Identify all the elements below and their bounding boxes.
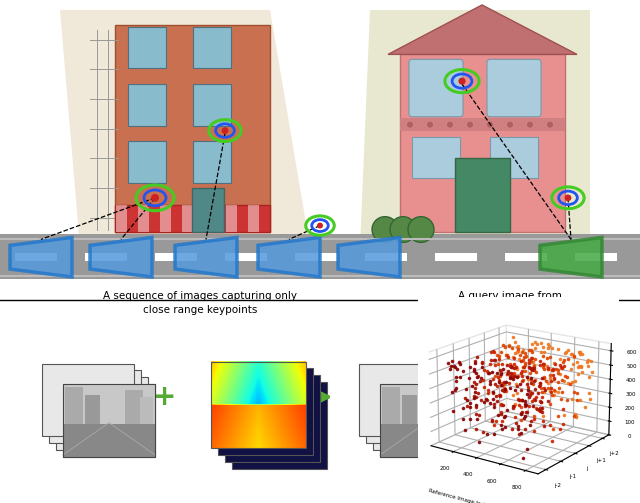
FancyBboxPatch shape bbox=[232, 382, 326, 469]
FancyBboxPatch shape bbox=[575, 253, 617, 261]
FancyBboxPatch shape bbox=[490, 136, 538, 178]
Circle shape bbox=[458, 77, 466, 85]
FancyBboxPatch shape bbox=[295, 253, 337, 261]
FancyBboxPatch shape bbox=[373, 377, 465, 450]
Polygon shape bbox=[138, 205, 149, 232]
Polygon shape bbox=[182, 205, 193, 232]
FancyBboxPatch shape bbox=[457, 397, 470, 424]
Circle shape bbox=[317, 223, 323, 228]
FancyBboxPatch shape bbox=[63, 424, 155, 457]
Polygon shape bbox=[360, 10, 590, 247]
Polygon shape bbox=[540, 237, 602, 277]
FancyBboxPatch shape bbox=[505, 253, 547, 261]
Polygon shape bbox=[90, 237, 152, 277]
Circle shape bbox=[407, 122, 413, 128]
Polygon shape bbox=[258, 237, 320, 277]
FancyBboxPatch shape bbox=[115, 25, 270, 232]
FancyBboxPatch shape bbox=[85, 253, 127, 261]
FancyBboxPatch shape bbox=[192, 188, 224, 232]
Text: A query image from
opposing viewpoint: A query image from opposing viewpoint bbox=[458, 291, 562, 315]
FancyBboxPatch shape bbox=[380, 424, 472, 457]
Circle shape bbox=[408, 217, 434, 242]
FancyBboxPatch shape bbox=[193, 84, 231, 126]
FancyBboxPatch shape bbox=[193, 27, 231, 68]
FancyBboxPatch shape bbox=[380, 384, 472, 457]
FancyBboxPatch shape bbox=[382, 387, 400, 424]
FancyBboxPatch shape bbox=[155, 253, 197, 261]
FancyBboxPatch shape bbox=[140, 397, 153, 424]
Polygon shape bbox=[226, 205, 237, 232]
Circle shape bbox=[151, 194, 159, 202]
FancyBboxPatch shape bbox=[218, 369, 312, 455]
Polygon shape bbox=[10, 237, 72, 277]
Circle shape bbox=[221, 127, 228, 134]
FancyBboxPatch shape bbox=[409, 59, 463, 117]
FancyBboxPatch shape bbox=[225, 253, 267, 261]
X-axis label: Reference Image Index: Reference Image Index bbox=[428, 488, 491, 503]
Circle shape bbox=[447, 122, 453, 128]
Circle shape bbox=[507, 122, 513, 128]
FancyBboxPatch shape bbox=[402, 395, 417, 424]
FancyBboxPatch shape bbox=[455, 158, 510, 232]
FancyBboxPatch shape bbox=[412, 136, 460, 178]
FancyBboxPatch shape bbox=[400, 118, 565, 131]
FancyBboxPatch shape bbox=[56, 377, 148, 450]
FancyBboxPatch shape bbox=[442, 390, 460, 424]
FancyBboxPatch shape bbox=[366, 370, 458, 443]
Polygon shape bbox=[338, 237, 400, 277]
FancyBboxPatch shape bbox=[400, 54, 565, 232]
FancyBboxPatch shape bbox=[435, 253, 477, 261]
Circle shape bbox=[487, 122, 493, 128]
FancyBboxPatch shape bbox=[42, 364, 134, 436]
FancyBboxPatch shape bbox=[128, 27, 166, 68]
Circle shape bbox=[467, 122, 473, 128]
Circle shape bbox=[390, 217, 416, 242]
Polygon shape bbox=[160, 205, 171, 232]
FancyBboxPatch shape bbox=[225, 375, 319, 462]
Text: A sequence of images capturing only
close range keypoints: A sequence of images capturing only clos… bbox=[103, 291, 297, 315]
Polygon shape bbox=[116, 205, 127, 232]
Circle shape bbox=[527, 122, 533, 128]
FancyBboxPatch shape bbox=[487, 59, 541, 117]
FancyBboxPatch shape bbox=[85, 395, 100, 424]
Polygon shape bbox=[60, 10, 310, 247]
Polygon shape bbox=[204, 205, 215, 232]
Polygon shape bbox=[248, 205, 259, 232]
FancyBboxPatch shape bbox=[0, 234, 640, 279]
FancyBboxPatch shape bbox=[359, 364, 451, 436]
FancyBboxPatch shape bbox=[15, 253, 57, 261]
Polygon shape bbox=[388, 5, 577, 54]
FancyBboxPatch shape bbox=[365, 253, 407, 261]
FancyBboxPatch shape bbox=[115, 205, 270, 232]
Text: +: + bbox=[154, 383, 177, 411]
FancyBboxPatch shape bbox=[193, 141, 231, 183]
FancyBboxPatch shape bbox=[380, 384, 472, 424]
FancyBboxPatch shape bbox=[125, 390, 143, 424]
Circle shape bbox=[372, 217, 398, 242]
FancyBboxPatch shape bbox=[63, 384, 155, 457]
Polygon shape bbox=[175, 237, 237, 277]
Circle shape bbox=[427, 122, 433, 128]
Circle shape bbox=[564, 195, 572, 201]
FancyBboxPatch shape bbox=[128, 141, 166, 183]
FancyBboxPatch shape bbox=[128, 84, 166, 126]
FancyBboxPatch shape bbox=[65, 387, 83, 424]
Circle shape bbox=[547, 122, 553, 128]
FancyBboxPatch shape bbox=[63, 384, 155, 424]
FancyBboxPatch shape bbox=[49, 370, 141, 443]
